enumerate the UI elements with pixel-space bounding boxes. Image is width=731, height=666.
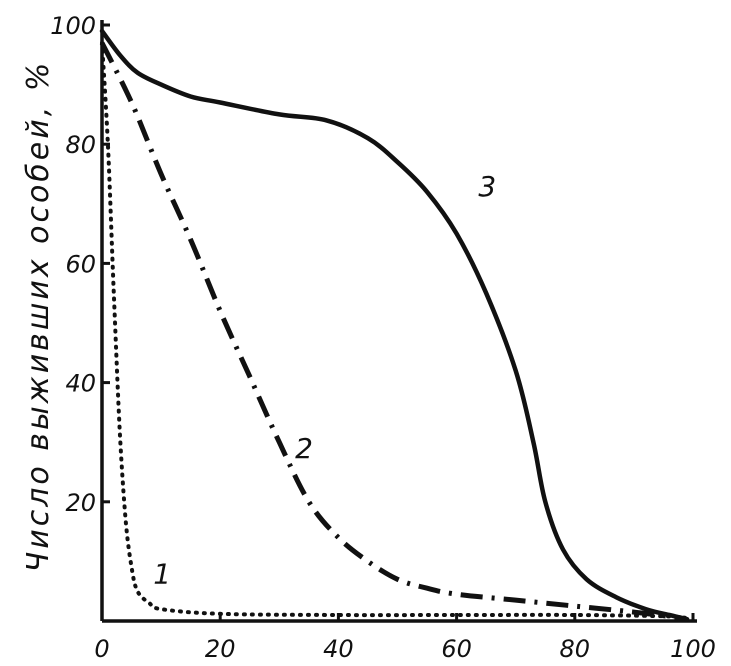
series-group	[99, 28, 690, 622]
x-ticks: 0 20 40 60 80 100	[94, 613, 716, 663]
series-labels: 1 2 3	[153, 170, 496, 590]
x-tick-label: 0	[94, 635, 109, 663]
x-tick-label: 40	[323, 635, 354, 663]
axes	[100, 20, 697, 623]
y-tick-label: 40	[65, 370, 96, 398]
x-tick-label: 60	[441, 635, 472, 663]
x-tick-label: 100	[670, 635, 716, 663]
y-tick-label: 100	[50, 12, 96, 40]
series-1-label: 1	[153, 557, 171, 590]
y-tick-label: 20	[65, 489, 96, 517]
series-2-label: 2	[295, 432, 313, 465]
y-ticks: 20 40 60 80 100	[50, 12, 110, 517]
series-3-line	[99, 28, 690, 622]
series-3-label: 3	[478, 170, 496, 203]
y-tick-label: 80	[65, 131, 96, 159]
x-tick-label: 20	[205, 635, 236, 663]
y-axis-title: Число выживших особей, %	[21, 60, 56, 573]
y-tick-label: 60	[65, 250, 96, 278]
series-1-line	[100, 40, 690, 620]
x-tick-label: 80	[560, 635, 591, 663]
series-2-line	[99, 41, 682, 621]
